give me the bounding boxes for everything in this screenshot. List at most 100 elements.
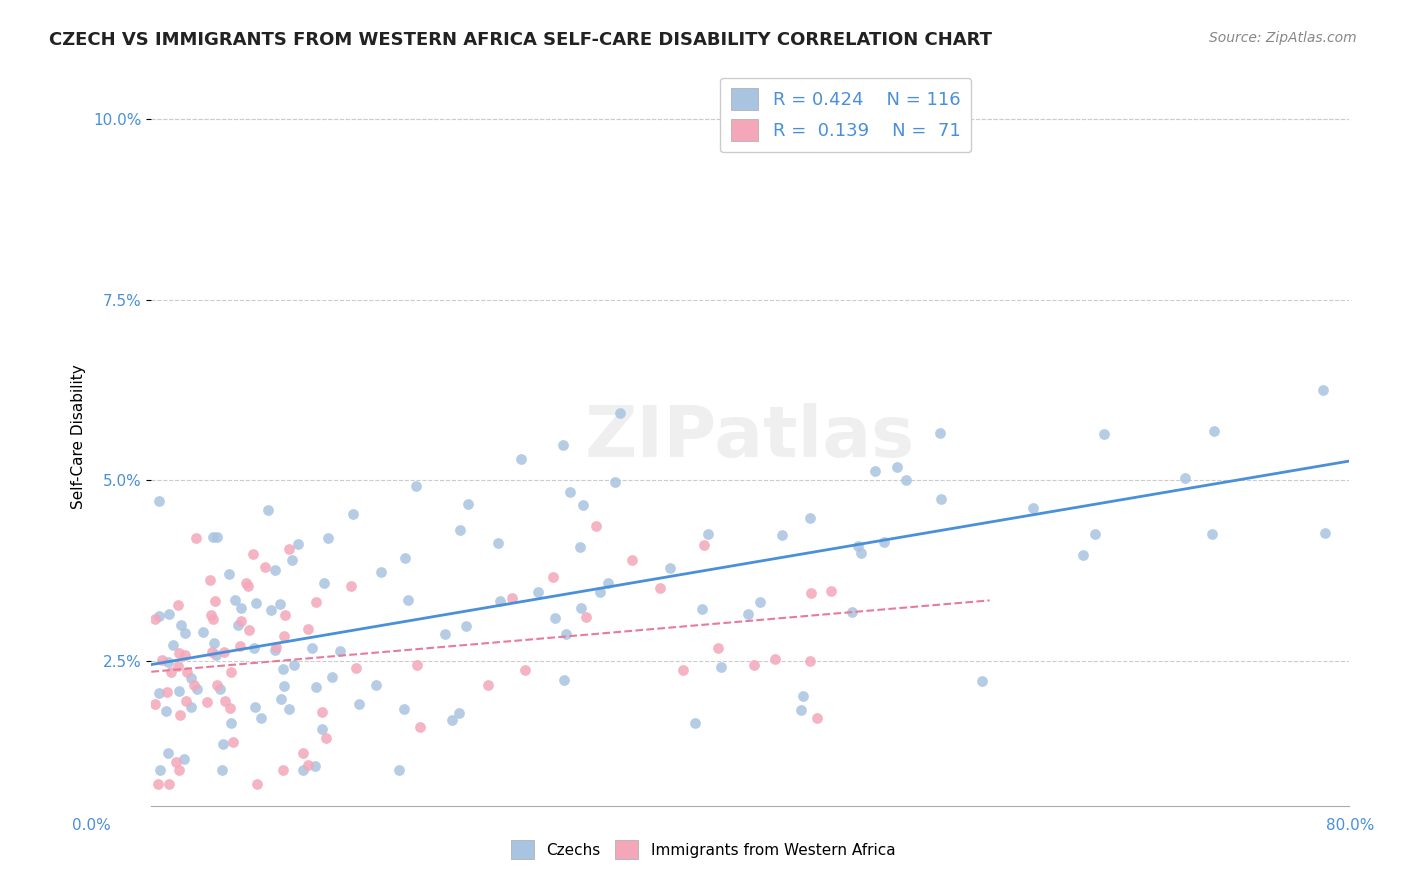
Point — [246, 777, 269, 791]
Point — [441, 713, 464, 727]
Point — [515, 663, 537, 677]
Point — [841, 605, 863, 619]
Point — [274, 608, 297, 623]
Point — [477, 677, 499, 691]
Point — [553, 673, 575, 687]
Point — [170, 617, 193, 632]
Point — [292, 747, 315, 761]
Point — [683, 715, 706, 730]
Point — [648, 581, 671, 595]
Point — [273, 629, 295, 643]
Point — [152, 653, 174, 667]
Point — [457, 497, 479, 511]
Point — [287, 537, 309, 551]
Point — [166, 659, 188, 673]
Point — [311, 722, 333, 736]
Point — [589, 585, 612, 599]
Point — [658, 560, 681, 574]
Point — [202, 636, 225, 650]
Point — [162, 638, 184, 652]
Point — [243, 699, 266, 714]
Point — [301, 641, 323, 656]
Point — [205, 530, 228, 544]
Point — [148, 609, 170, 624]
Point — [273, 764, 295, 778]
Point — [370, 565, 392, 579]
Point — [169, 763, 191, 777]
Point — [201, 645, 224, 659]
Point — [929, 425, 952, 440]
Point — [329, 644, 352, 658]
Point — [205, 678, 228, 692]
Point — [1313, 526, 1336, 541]
Point — [202, 530, 225, 544]
Point — [693, 538, 716, 552]
Point — [218, 566, 240, 581]
Point — [609, 406, 631, 420]
Point — [790, 703, 813, 717]
Point — [186, 531, 208, 545]
Point — [806, 710, 828, 724]
Point — [792, 689, 814, 703]
Point — [269, 598, 291, 612]
Point — [157, 607, 180, 621]
Text: 80.0%: 80.0% — [1326, 818, 1374, 832]
Point — [710, 660, 733, 674]
Point — [236, 579, 259, 593]
Point — [283, 657, 305, 672]
Point — [211, 763, 233, 777]
Point — [454, 618, 477, 632]
Point — [297, 622, 319, 636]
Point — [873, 535, 896, 549]
Point — [143, 698, 166, 712]
Point — [219, 715, 242, 730]
Point — [180, 671, 202, 685]
Point — [157, 655, 180, 669]
Point — [173, 752, 195, 766]
Point — [249, 711, 271, 725]
Point — [555, 626, 578, 640]
Point — [224, 592, 246, 607]
Point — [304, 595, 326, 609]
Point — [568, 540, 591, 554]
Point — [742, 657, 765, 672]
Point — [707, 641, 730, 656]
Point — [770, 528, 793, 542]
Point — [748, 595, 770, 609]
Point — [204, 593, 226, 607]
Point — [312, 575, 335, 590]
Point — [245, 596, 267, 610]
Point — [501, 591, 523, 605]
Point — [297, 758, 319, 772]
Point — [434, 627, 457, 641]
Point — [1071, 549, 1094, 563]
Point — [929, 491, 952, 506]
Point — [242, 547, 264, 561]
Point — [167, 684, 190, 698]
Point — [156, 685, 179, 699]
Point — [277, 542, 299, 557]
Point — [186, 681, 208, 696]
Point — [620, 553, 643, 567]
Point — [596, 576, 619, 591]
Point — [392, 702, 415, 716]
Point — [169, 707, 191, 722]
Text: 0.0%: 0.0% — [72, 818, 111, 832]
Point — [148, 494, 170, 508]
Y-axis label: Self-Care Disability: Self-Care Disability — [72, 365, 86, 509]
Point — [193, 625, 215, 640]
Point — [165, 756, 187, 770]
Point — [212, 737, 235, 751]
Point — [886, 459, 908, 474]
Point — [209, 682, 232, 697]
Point — [214, 694, 236, 708]
Point — [167, 598, 190, 612]
Point — [270, 691, 292, 706]
Point — [238, 623, 260, 637]
Point — [697, 527, 720, 541]
Point — [406, 658, 429, 673]
Point — [156, 746, 179, 760]
Point — [585, 519, 607, 533]
Point — [273, 679, 295, 693]
Legend: R = 0.424    N = 116, R =  0.139    N =  71: R = 0.424 N = 116, R = 0.139 N = 71 — [720, 78, 972, 153]
